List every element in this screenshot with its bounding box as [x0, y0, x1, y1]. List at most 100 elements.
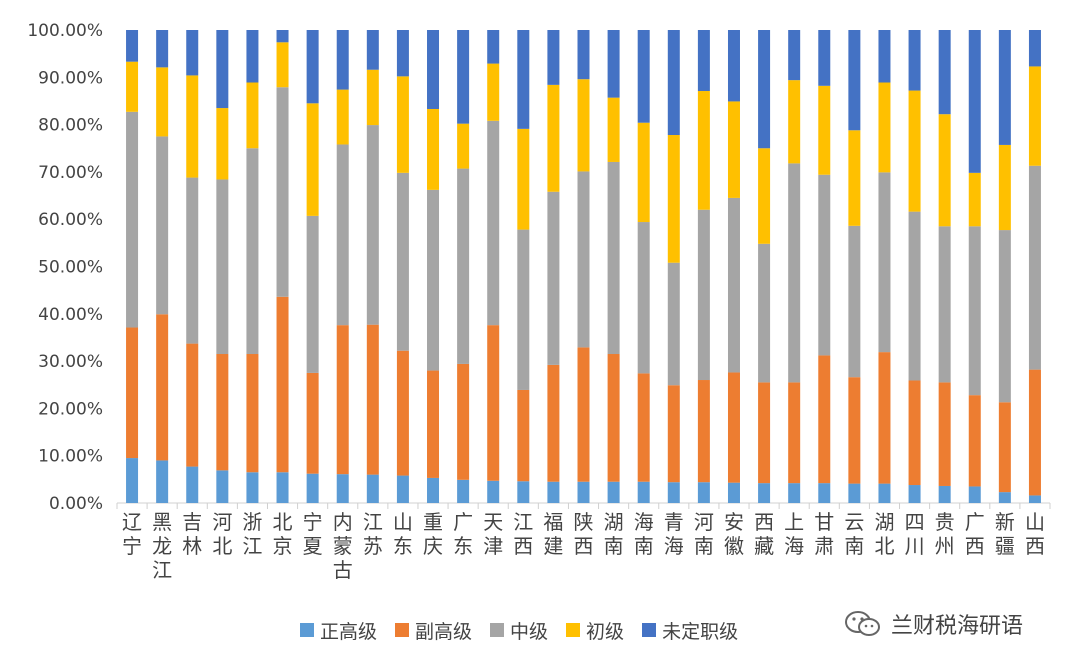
x-tick-label: 南 — [634, 534, 654, 558]
legend-item: 正高级 — [300, 617, 377, 644]
x-tick-label: 重 — [423, 510, 443, 534]
x-tick-label: 江 — [513, 510, 533, 534]
bar-segment — [246, 30, 259, 83]
y-tick-label: 80.00% — [38, 116, 103, 136]
bar-segment — [667, 135, 680, 263]
bar-segment — [487, 325, 500, 481]
legend-label: 副高级 — [415, 620, 473, 643]
x-tick-label: 云 — [844, 510, 864, 534]
legend-item: 未定职级 — [642, 617, 738, 644]
bar-segment — [366, 30, 379, 70]
y-tick-label: 100.00% — [27, 21, 103, 41]
y-tick-label: 20.00% — [38, 399, 103, 419]
bar-segment — [637, 222, 650, 374]
bar-segment — [487, 480, 500, 503]
bar-segment — [848, 30, 861, 131]
bar-segment — [577, 30, 590, 80]
x-tick-label: 广 — [453, 510, 473, 534]
bar-segment — [186, 177, 199, 344]
y-tick-label: 90.00% — [38, 68, 103, 88]
bar-segment — [487, 30, 500, 64]
bar-segment — [547, 84, 560, 192]
bar-segment — [517, 229, 530, 390]
x-tick-label: 南 — [604, 534, 624, 558]
bar-segment — [276, 30, 289, 43]
bar-segment — [276, 87, 289, 297]
bar-segment — [848, 377, 861, 484]
x-tick-label: 西 — [513, 534, 533, 558]
bar-segment — [607, 354, 620, 482]
wechat-icon — [845, 611, 880, 636]
x-tick-label: 湖 — [604, 510, 624, 534]
bar-segment — [938, 226, 951, 383]
bar-segment — [878, 483, 891, 503]
bar-segment — [667, 30, 680, 136]
x-tick-label: 建 — [543, 534, 563, 558]
bar-segment — [818, 483, 831, 503]
bar-segment — [487, 120, 500, 326]
legend-item: 初级 — [566, 617, 624, 644]
bar-segment — [727, 30, 740, 102]
bar-segment — [517, 481, 530, 503]
x-tick-label: 新 — [995, 510, 1015, 534]
x-tick-label: 肃 — [814, 534, 834, 558]
x-tick-label: 安 — [724, 510, 744, 534]
bar-segment — [517, 30, 530, 129]
bar-segment — [547, 30, 560, 85]
bar-segment — [457, 363, 470, 480]
bar-segment — [306, 473, 319, 503]
x-tick-label: 海 — [634, 510, 654, 534]
bar-segment — [366, 474, 379, 503]
bar-segment — [1028, 495, 1041, 503]
bar-segment — [457, 123, 470, 169]
bar-segment — [126, 327, 139, 459]
bar-segment — [246, 472, 259, 503]
x-tick-label: 山 — [393, 510, 413, 534]
bar-segment — [427, 108, 440, 190]
x-tick-label: 京 — [273, 534, 293, 558]
bar-segment — [156, 67, 169, 137]
bar-segment — [366, 324, 379, 475]
bar-segment — [306, 372, 319, 474]
x-tick-label: 西 — [754, 510, 774, 534]
x-tick-label: 西 — [574, 534, 594, 558]
bar-segment — [908, 90, 921, 212]
y-tick-label: 70.00% — [38, 163, 103, 183]
bar-segment — [577, 79, 590, 172]
bar-segment — [276, 42, 289, 88]
watermark-text: 兰财税海研语 — [891, 614, 1024, 639]
bar-segment — [457, 479, 470, 503]
bar-segment — [156, 460, 169, 503]
bar-segment — [697, 30, 710, 92]
bar-segment — [577, 171, 590, 348]
x-tick-label: 徽 — [724, 534, 744, 558]
x-tick-label: 北 — [874, 534, 894, 558]
x-tick-label: 疆 — [995, 534, 1015, 558]
bar-segment — [788, 382, 801, 484]
y-tick-label: 40.00% — [38, 305, 103, 325]
bar-segment — [547, 364, 560, 482]
x-tick-label: 北 — [212, 534, 232, 558]
bar-segment — [547, 481, 560, 503]
bar-segment — [336, 144, 349, 326]
bar-segment — [968, 226, 981, 396]
bar-segment — [457, 30, 470, 124]
bar-segment — [216, 179, 229, 355]
bar-segment — [697, 91, 710, 210]
bar-segment — [487, 63, 500, 121]
x-tick-label: 宁 — [303, 510, 323, 534]
bar-segment — [727, 101, 740, 198]
bar-segment — [968, 172, 981, 227]
bar-segment — [697, 482, 710, 503]
bar-segment — [667, 482, 680, 503]
bar-segment — [667, 262, 680, 386]
bar-segment — [998, 402, 1011, 493]
bar-segment — [788, 483, 801, 503]
legend-label: 中级 — [510, 620, 549, 643]
bar-segment — [788, 80, 801, 164]
bar-segment — [246, 354, 259, 473]
x-tick-label: 夏 — [303, 534, 323, 558]
x-tick-label: 浙 — [242, 510, 262, 534]
bar-segment — [366, 125, 379, 325]
